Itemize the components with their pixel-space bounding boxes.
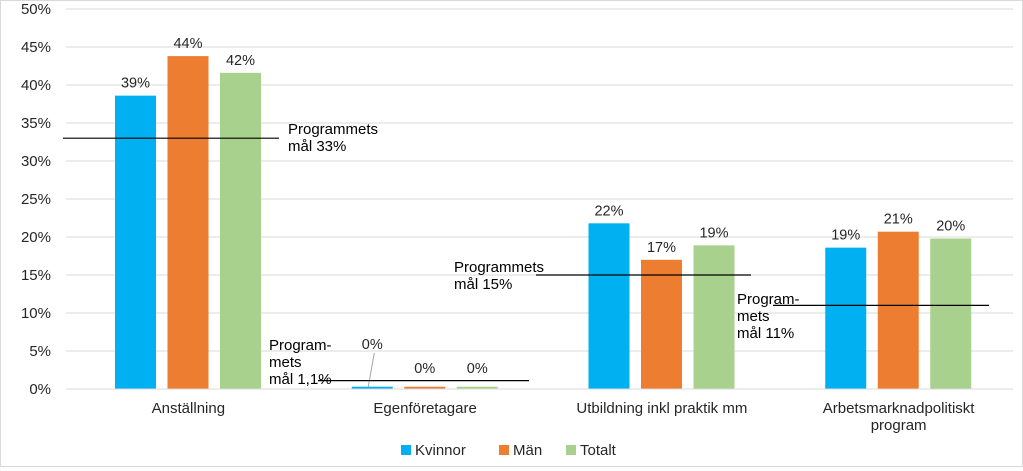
- data-label: 0%: [467, 361, 488, 377]
- x-category-label: Anställning: [152, 400, 225, 417]
- x-category-label: Utbildning inkl praktik mm: [576, 400, 747, 417]
- legend-swatch: [499, 445, 509, 455]
- y-tick-label: 5%: [29, 343, 51, 360]
- data-label: 19%: [831, 228, 860, 244]
- data-label: 42%: [226, 53, 255, 69]
- target-label: mål 1,1%: [269, 371, 332, 388]
- legend-label: Kvinnor: [415, 442, 466, 459]
- bars: [115, 56, 972, 390]
- data-label: 22%: [594, 203, 623, 219]
- legend: Kvinnor Män Totalt: [401, 442, 617, 459]
- target-label: Program-: [269, 337, 332, 354]
- legend-label: Män: [513, 442, 542, 459]
- x-category-label: Arbetsmarknadpolitiskt: [823, 400, 976, 417]
- data-label: 0%: [414, 361, 435, 377]
- x-category-label: Egenföretagare: [373, 400, 476, 417]
- bar: [167, 56, 209, 390]
- bar: [351, 386, 393, 389]
- data-label: 0%: [362, 337, 383, 353]
- legend-label: Totalt: [580, 442, 617, 459]
- y-tick-label: 30%: [21, 153, 51, 170]
- target-label: mets: [269, 354, 302, 371]
- data-label: 17%: [647, 240, 676, 256]
- y-tick-label: 10%: [21, 305, 51, 322]
- data-label: 39%: [121, 76, 150, 92]
- target-label: Programmets: [288, 121, 378, 138]
- bar: [877, 231, 919, 389]
- bar: [588, 223, 630, 389]
- target-label: Programmets: [454, 259, 544, 276]
- y-tick-label: 25%: [21, 191, 51, 208]
- y-tick-label: 0%: [29, 381, 51, 398]
- data-label-leader-line: [367, 352, 375, 388]
- y-tick-label: 45%: [21, 39, 51, 56]
- target-label: mål 33%: [288, 138, 346, 155]
- y-tick-label: 15%: [21, 267, 51, 284]
- y-tick-label: 35%: [21, 115, 51, 132]
- x-category-label: program: [871, 417, 927, 434]
- bar: [404, 386, 446, 389]
- x-axis: Anställning Egenföretagare Utbildning inkl…: [66, 388, 1013, 434]
- data-labels: 39% 0% 22% 19% 44% 0% 17% 21% 42% 0% 19% 20%: [121, 36, 965, 388]
- bar: [115, 95, 156, 389]
- target-label: Program-: [737, 291, 800, 308]
- y-tick-label: 40%: [21, 77, 51, 94]
- data-label: 20%: [936, 219, 965, 235]
- bar: [456, 386, 498, 389]
- data-label: 21%: [884, 212, 913, 228]
- bar: [825, 247, 867, 389]
- y-tick-label: 50%: [21, 1, 51, 18]
- data-label: 19%: [699, 225, 728, 241]
- legend-swatch: [401, 445, 411, 455]
- bar: [220, 72, 261, 389]
- target-label: mål 15%: [454, 276, 512, 293]
- bar: [641, 259, 682, 389]
- bar: [693, 245, 735, 389]
- y-tick-label: 20%: [21, 229, 51, 246]
- data-label: 44%: [173, 36, 202, 52]
- target-label: mål 11%: [737, 325, 794, 342]
- y-axis: 0% 5% 10% 15% 20% 25% 30% 35% 40% 45% 50%: [21, 1, 51, 398]
- target-label: mets: [737, 308, 770, 325]
- legend-swatch: [566, 445, 576, 455]
- bar: [930, 238, 972, 389]
